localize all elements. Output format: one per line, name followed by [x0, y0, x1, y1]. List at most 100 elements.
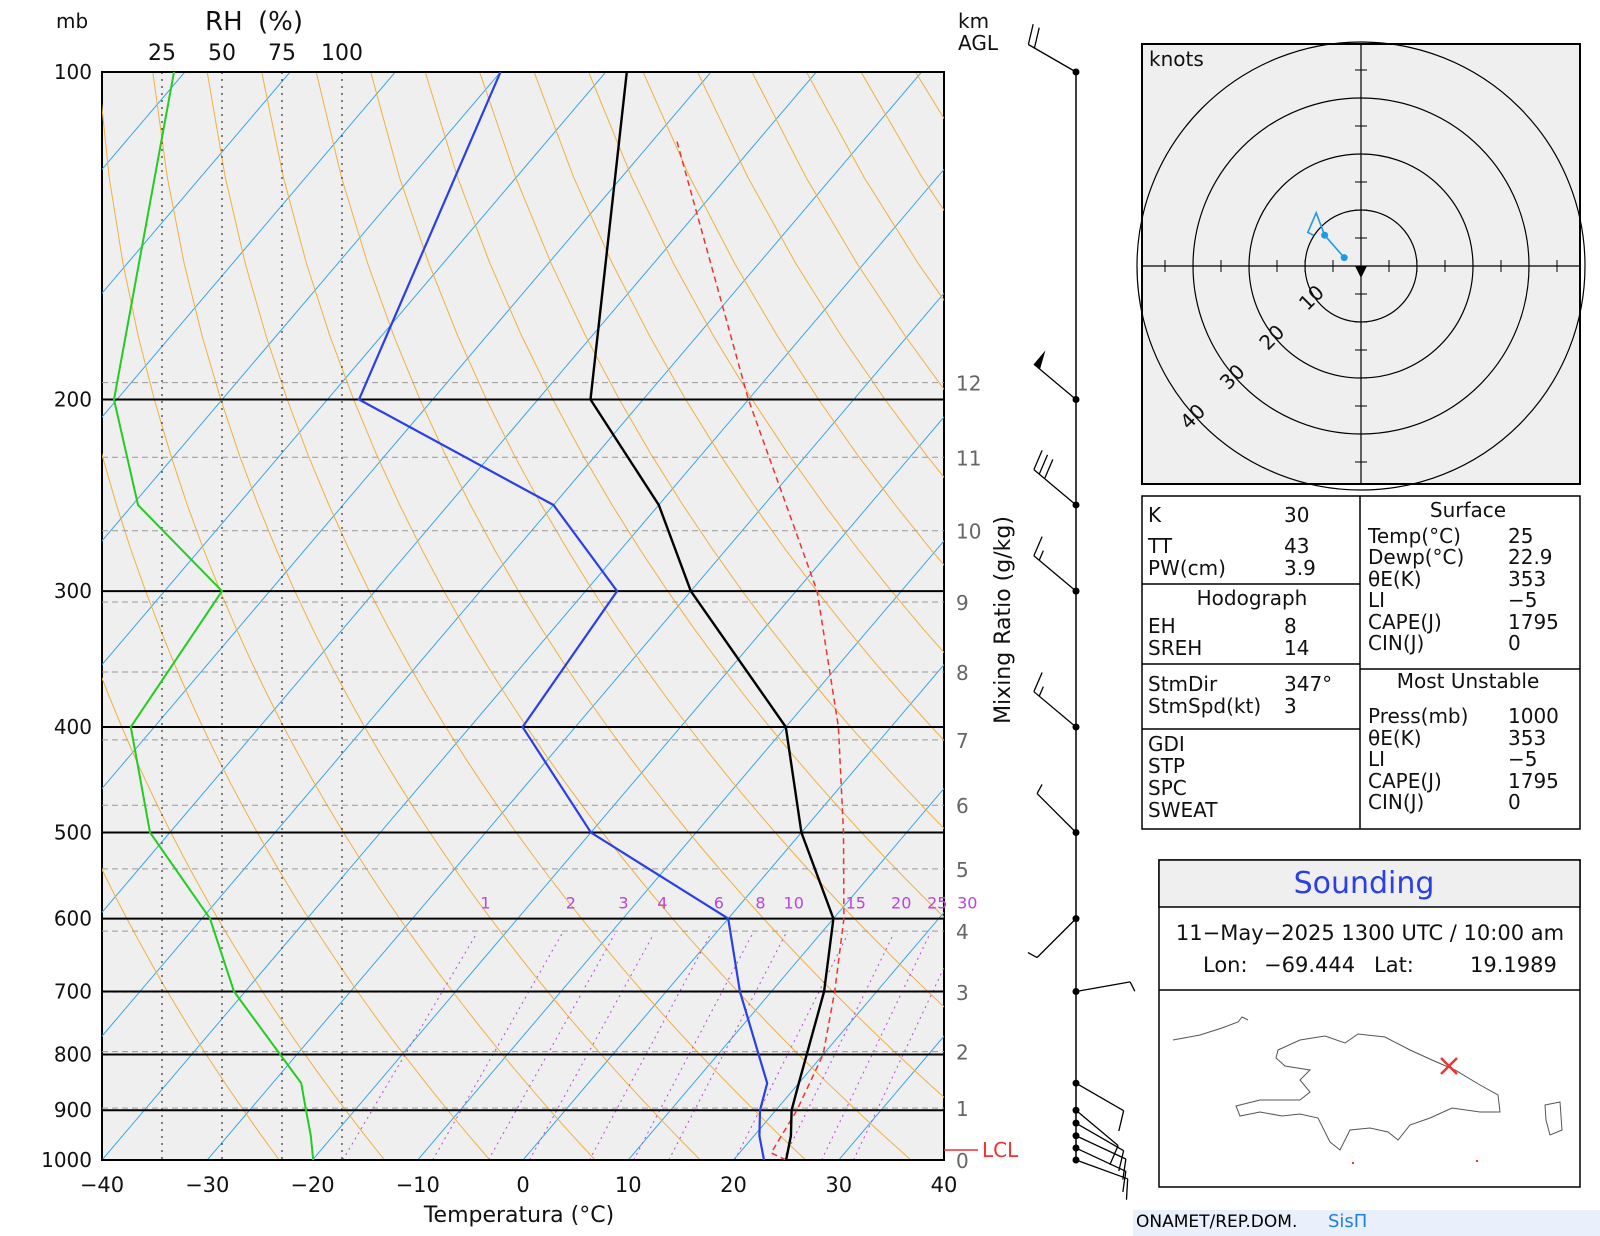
surface-row: Temp(°C) 25 [1368, 525, 1578, 548]
mu-label: CAPE(J) [1368, 768, 1442, 793]
temperature-tick-label: 0 [516, 1173, 529, 1197]
surface-row: Dewp(°C) 22.9 [1368, 545, 1578, 569]
index-label: SREH [1148, 636, 1203, 660]
km-label: km [958, 9, 989, 33]
index-label: TT [1148, 534, 1173, 558]
index-value: 3 [1284, 694, 1297, 718]
agl-label: AGL [958, 31, 999, 55]
surface-row: θE(K) 353 [1368, 566, 1578, 591]
mixing-ratio-line [432, 933, 563, 1160]
mixing-ratio-tick-labels: 1 2 3 4 6 8 10 15 20 25 30 [480, 894, 977, 913]
hodograph-trace-line [1306, 210, 1345, 259]
map-hispaniola-coast [1235, 1033, 1501, 1151]
sounding-lat-value: 19.1989 [1470, 953, 1557, 977]
skewt-plot-area [101, 71, 945, 1161]
pressure-tick-label: 900 [54, 1098, 92, 1122]
wind-barb-feather [1033, 536, 1043, 557]
rh-tick-label: 25 [148, 41, 176, 66]
rh-tick-label: 100 [321, 41, 363, 66]
wind-barb-feather [1125, 1178, 1129, 1200]
mu-row: LI −5 [1368, 748, 1578, 771]
sounding-lat-label: Lat: [1374, 953, 1414, 977]
wind-barb-shaft [1033, 691, 1077, 728]
isotherm-line [102, 72, 712, 790]
wind-barb-feather [1122, 1171, 1127, 1193]
mu-row: CAPE(J) 1795 [1368, 768, 1578, 793]
temperature-tick-labels: −40 −30 −20 −10 0 10 20 30 40 [80, 1173, 958, 1197]
storm-motion-marker [1355, 266, 1367, 278]
temperature-tick-label: −40 [80, 1173, 124, 1197]
height-tick-label: 1 [956, 1097, 969, 1121]
temperature-tick-label: 30 [825, 1173, 852, 1197]
dry-adiabat-line [588, 72, 944, 654]
station-marker-stroke-2 [1440, 1057, 1458, 1075]
wind-barb-feather [1027, 24, 1034, 45]
dry-adiabat-line [102, 102, 596, 1160]
wind-barb-shaft [1036, 793, 1077, 833]
mu-row: CIN(J) 0 [1368, 791, 1578, 814]
wind-barb-feather [1033, 450, 1043, 470]
isotherm-line [102, 168, 944, 1160]
isotherm-line [522, 663, 944, 1160]
dry-adiabat-line [533, 72, 944, 742]
index-label: SPC [1148, 776, 1187, 800]
hodograph-trace [1306, 210, 1348, 262]
temperature-tick-label: −30 [185, 1173, 229, 1197]
mixing-ratio-line [529, 933, 655, 1160]
height-tick-label: 9 [956, 591, 969, 615]
hodograph-trace-point [1340, 254, 1348, 262]
wind-barb-feather [1118, 1110, 1125, 1132]
index-value: 30 [1284, 503, 1310, 527]
index-label: K [1148, 503, 1162, 527]
dry-adiabat-line [479, 72, 944, 830]
index-label: PW(cm) [1148, 556, 1226, 580]
dry-adiabat-line [102, 452, 491, 1160]
wind-barb-half-feather [1038, 550, 1044, 561]
height-tick-label: 11 [956, 446, 981, 470]
dry-adiabat-line [315, 72, 944, 1099]
temperature-tick-label: −20 [290, 1173, 334, 1197]
pressure-tick-label: 800 [54, 1043, 92, 1067]
mixing-ratio-tick-label: 3 [618, 894, 628, 913]
hodograph-units-label: knots [1149, 47, 1204, 71]
mixing-ratio-tick-label: 20 [891, 894, 911, 913]
sounding-datetime: 11−May−2025 1300 UTC / 10:00 am [1176, 921, 1564, 945]
pressure-tick-label: 500 [54, 821, 92, 845]
mu-row: Press(mb) 1000 [1368, 705, 1578, 728]
mixing-ratio-tick-label: 2 [566, 894, 576, 913]
index-label: SWEAT [1148, 798, 1218, 822]
isotherm-line [733, 911, 944, 1160]
wind-barbs [1027, 24, 1136, 1200]
indices-panel [1141, 495, 1581, 830]
index-row: StmSpd(kt) 3 [1148, 695, 1320, 717]
temperature-tick-label: −10 [396, 1173, 440, 1197]
rh-profile-line [112, 72, 315, 1160]
wind-barb-shaft [1075, 1135, 1127, 1160]
hodograph-section-title: Hodograph [1196, 586, 1308, 610]
isotherm-line [312, 416, 944, 1160]
index-row: SREH 14 [1148, 637, 1320, 659]
height-tick-label: 3 [956, 981, 969, 1005]
hodograph-ring [1136, 41, 1586, 491]
wind-barb-shaft [1075, 1159, 1128, 1180]
surface-value: 22.9 [1508, 545, 1553, 569]
sounding-title-bar [1158, 859, 1581, 908]
mu-value: 353 [1508, 725, 1547, 750]
footer-org: ONAMET/REP.DOM. [1136, 1212, 1298, 1232]
surface-value: 353 [1508, 566, 1547, 591]
lcl-label: LCL [982, 1138, 1019, 1162]
wind-barb-pennant [1033, 350, 1046, 370]
wind-barb-feather [1038, 454, 1049, 475]
pressure-tick-label: 400 [54, 715, 92, 739]
indices-left-block: K 30 TT 43 PW(cm) 3.9 Hodograph EH 8 SREH 14 … [1148, 504, 1358, 821]
wind-barb-feather [1043, 459, 1054, 479]
mixing-ratio-line [734, 933, 849, 1160]
height-tick-label: 2 [956, 1041, 969, 1065]
sounding-lon-label: Lon: [1203, 953, 1248, 977]
mb-label: mb [56, 9, 88, 33]
mixing-ratio-line [342, 933, 477, 1160]
surface-row: LI −5 [1368, 589, 1578, 612]
dewpoint-profile-line [357, 72, 769, 1160]
index-label: EH [1148, 614, 1176, 638]
